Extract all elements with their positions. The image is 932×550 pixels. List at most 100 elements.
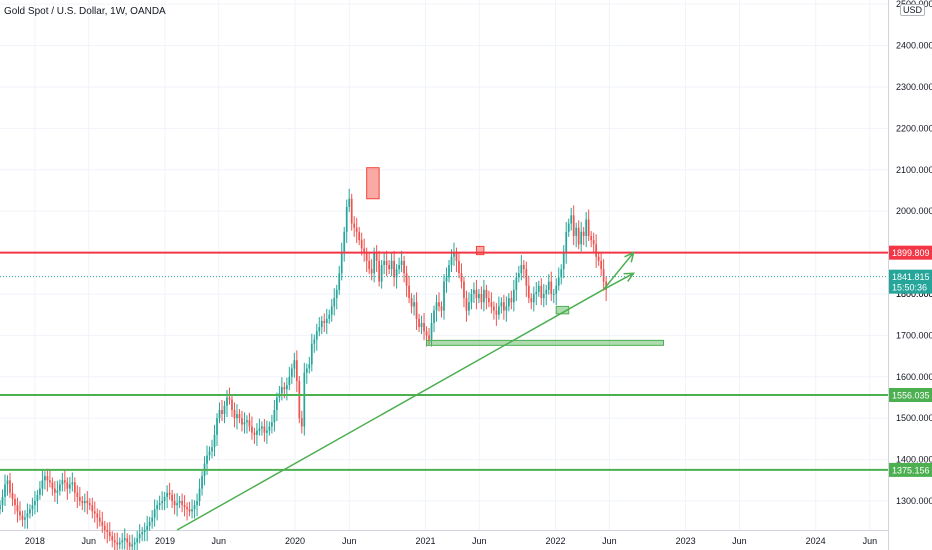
candle-body[interactable]	[510, 298, 513, 303]
candle-body[interactable]	[355, 227, 358, 232]
candle-body[interactable]	[572, 215, 575, 237]
candle-body[interactable]	[236, 414, 238, 419]
candle-body[interactable]	[485, 289, 488, 299]
candle-body[interactable]	[56, 490, 59, 493]
candle-body[interactable]	[385, 260, 388, 265]
candle-body[interactable]	[305, 368, 308, 373]
candle-body[interactable]	[146, 525, 149, 530]
candle-body[interactable]	[582, 231, 585, 237]
candle-body[interactable]	[188, 509, 191, 512]
candle-body[interactable]	[293, 360, 296, 369]
candle-body[interactable]	[166, 492, 168, 497]
candle-body[interactable]	[430, 322, 433, 340]
candle-body[interactable]	[241, 418, 243, 425]
candle-body[interactable]	[522, 265, 525, 270]
candle-body[interactable]	[233, 409, 236, 419]
candle-body[interactable]	[360, 240, 363, 249]
candle-body[interactable]	[34, 501, 36, 506]
candle-body[interactable]	[216, 418, 218, 435]
candle-body[interactable]	[21, 515, 24, 520]
candle-body[interactable]	[540, 285, 543, 299]
candle-body[interactable]	[14, 498, 16, 506]
candle-body[interactable]	[1, 496, 4, 506]
candle-body[interactable]	[261, 426, 263, 429]
candle-body[interactable]	[251, 426, 253, 433]
candle-body[interactable]	[373, 252, 376, 274]
candle-body[interactable]	[575, 227, 578, 237]
candle-body[interactable]	[358, 231, 361, 241]
candle-body[interactable]	[61, 480, 64, 485]
candle-body[interactable]	[463, 281, 465, 299]
candle-body[interactable]	[181, 501, 183, 506]
candle-body[interactable]	[46, 476, 49, 481]
candle-body[interactable]	[201, 476, 203, 489]
candle-body[interactable]	[298, 380, 301, 419]
candle-body[interactable]	[380, 265, 383, 282]
candle-body[interactable]	[505, 306, 508, 311]
candle-body[interactable]	[81, 501, 84, 504]
candle-body[interactable]	[460, 273, 463, 282]
candle-body[interactable]	[448, 265, 450, 278]
candle-body[interactable]	[333, 298, 336, 307]
candle-body[interactable]	[443, 281, 445, 311]
candle-body[interactable]	[580, 231, 583, 245]
candle-body[interactable]	[592, 240, 595, 245]
candle-body[interactable]	[141, 532, 144, 535]
candle-body[interactable]	[238, 414, 241, 419]
candle-body[interactable]	[345, 207, 348, 232]
candle-body[interactable]	[41, 480, 44, 489]
candle-body[interactable]	[253, 432, 256, 435]
candle-body[interactable]	[228, 397, 231, 400]
candle-body[interactable]	[91, 505, 94, 512]
candle-body[interactable]	[325, 318, 328, 323]
candle-body[interactable]	[600, 260, 603, 270]
candle-body[interactable]	[39, 488, 41, 495]
candle-body[interactable]	[410, 298, 413, 307]
candle-body[interactable]	[178, 501, 181, 504]
candle-body[interactable]	[173, 501, 176, 506]
candle-body[interactable]	[423, 322, 425, 332]
candle-body[interactable]	[490, 302, 493, 307]
supply-zone[interactable]	[366, 167, 380, 200]
candle-body[interactable]	[602, 269, 605, 282]
candle-body[interactable]	[191, 509, 193, 512]
candle-body[interactable]	[49, 480, 51, 483]
candle-body[interactable]	[226, 397, 228, 406]
candle-body[interactable]	[263, 426, 266, 433]
currency-button[interactable]: USD	[900, 4, 926, 16]
candle-body[interactable]	[375, 252, 378, 261]
support-zone[interactable]	[426, 339, 665, 346]
candle-body[interactable]	[465, 298, 468, 311]
candle-body[interactable]	[86, 501, 89, 504]
candle-body[interactable]	[58, 484, 61, 491]
candle-body[interactable]	[71, 482, 74, 485]
candle-body[interactable]	[0, 505, 1, 510]
candle-body[interactable]	[368, 260, 371, 270]
candle-body[interactable]	[403, 260, 405, 274]
candle-body[interactable]	[308, 364, 311, 369]
candle-body[interactable]	[328, 314, 331, 319]
candle-body[interactable]	[370, 269, 373, 274]
candle-body[interactable]	[283, 387, 286, 390]
candle-body[interactable]	[433, 310, 435, 323]
candle-body[interactable]	[176, 503, 178, 506]
candle-body[interactable]	[290, 368, 293, 377]
candle-body[interactable]	[512, 289, 515, 303]
candle-body[interactable]	[271, 422, 273, 427]
candle-body[interactable]	[36, 494, 39, 502]
candle-body[interactable]	[515, 277, 518, 290]
candle-body[interactable]	[68, 484, 71, 489]
candle-body[interactable]	[158, 503, 161, 506]
candle-body[interactable]	[273, 409, 276, 423]
candle-body[interactable]	[557, 277, 560, 286]
candle-body[interactable]	[577, 227, 580, 245]
candle-body[interactable]	[500, 302, 503, 307]
candle-body[interactable]	[495, 310, 498, 315]
candle-body[interactable]	[66, 482, 69, 489]
candle-body[interactable]	[353, 223, 356, 228]
candle-body[interactable]	[31, 505, 34, 510]
projection-arrow[interactable]	[603, 252, 635, 290]
candle-body[interactable]	[517, 273, 520, 278]
candle-body[interactable]	[498, 306, 500, 315]
